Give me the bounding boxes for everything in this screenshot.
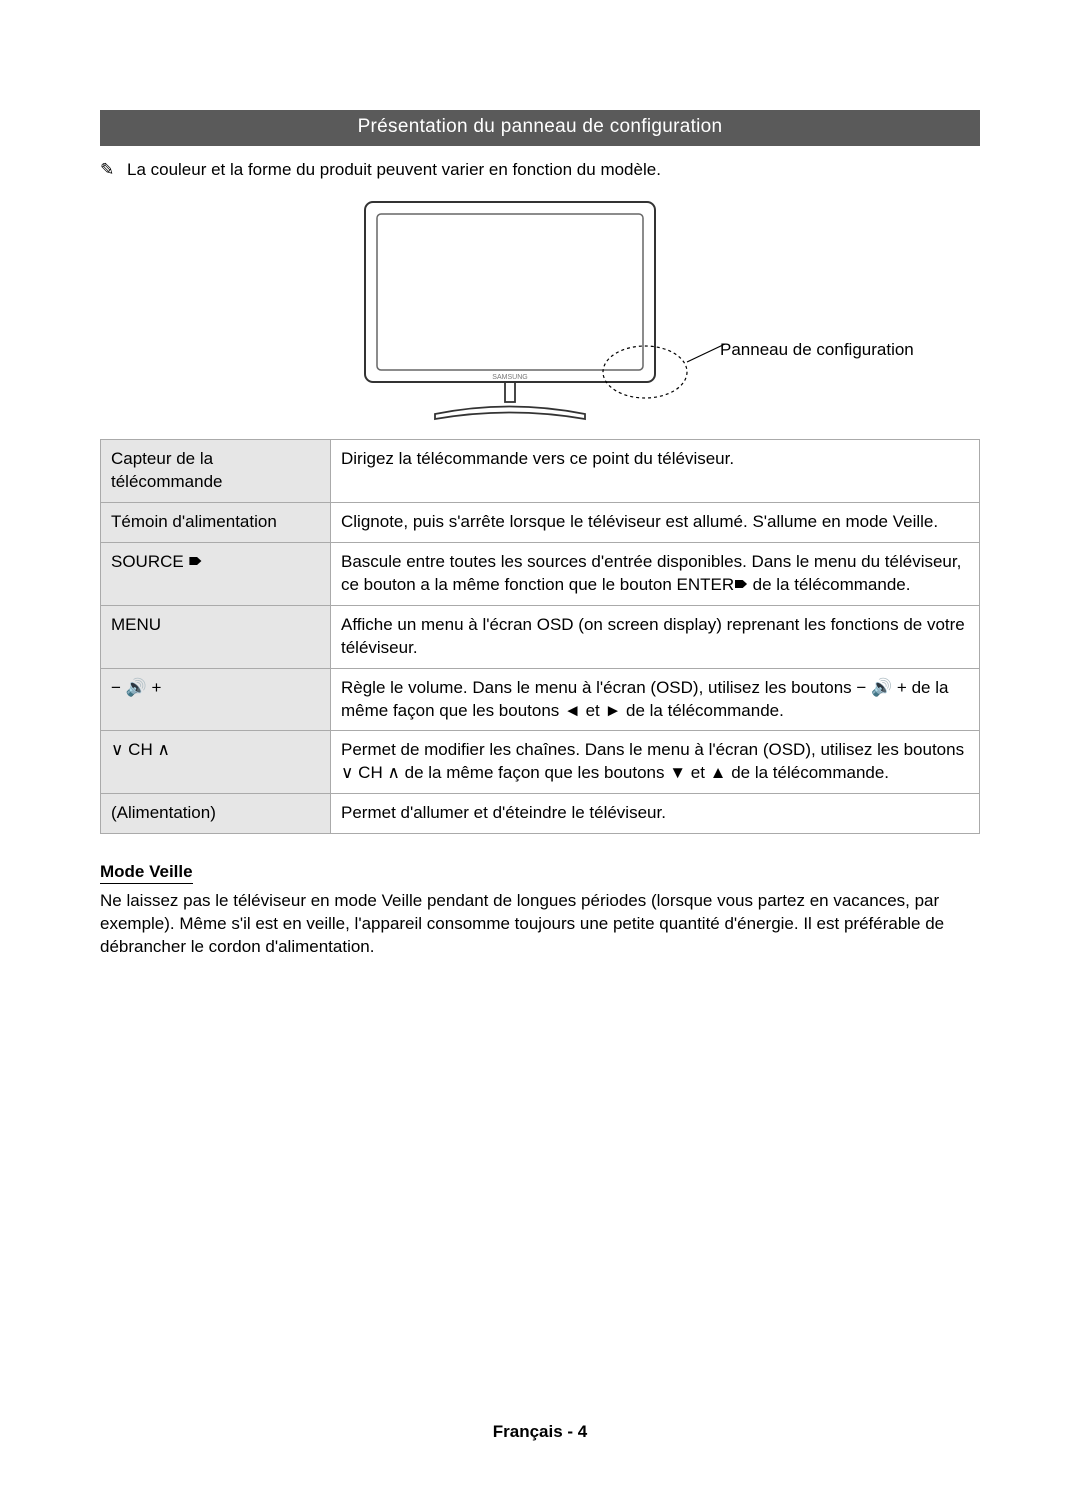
table-row: (Alimentation)Permet d'allumer et d'étei…: [101, 794, 980, 834]
note-text: La couleur et la forme du produit peuven…: [127, 160, 661, 179]
row-label: Témoin d'alimentation: [101, 502, 331, 542]
standby-heading: Mode Veille: [100, 862, 193, 884]
row-label: (Alimentation): [101, 794, 331, 834]
manual-page: Présentation du panneau de configuration…: [0, 0, 1080, 959]
footer-text: Français - 4: [493, 1422, 588, 1441]
row-label: SOURCE 🠶: [101, 542, 331, 605]
row-desc: Bascule entre toutes les sources d'entré…: [331, 542, 980, 605]
row-label: Capteur de la télécommande: [101, 440, 331, 503]
row-desc: Règle le volume. Dans le menu à l'écran …: [331, 668, 980, 731]
standby-body: Ne laissez pas le téléviseur en mode Vei…: [100, 890, 980, 959]
section-banner: Présentation du panneau de configuration: [100, 110, 980, 146]
row-label: − 🔊 +: [101, 668, 331, 731]
row-desc: Permet de modifier les chaînes. Dans le …: [331, 731, 980, 794]
row-desc: Clignote, puis s'arrête lorsque le télév…: [331, 502, 980, 542]
table-row: − 🔊 +Règle le volume. Dans le menu à l'é…: [101, 668, 980, 731]
row-label: ∨ CH ∧: [101, 731, 331, 794]
page-footer: Français - 4: [0, 1422, 1080, 1442]
row-desc: Dirigez la télécommande vers ce point du…: [331, 440, 980, 503]
table-row: MENUAffiche un menu à l'écran OSD (on sc…: [101, 605, 980, 668]
row-label: MENU: [101, 605, 331, 668]
callout-label: Panneau de configuration: [720, 340, 914, 360]
tv-figure: SAMSUNG Panneau de configuration: [100, 194, 980, 429]
table-row: SOURCE 🠶Bascule entre toutes les sources…: [101, 542, 980, 605]
row-desc: Permet d'allumer et d'éteindre le télévi…: [331, 794, 980, 834]
row-desc: Affiche un menu à l'écran OSD (on screen…: [331, 605, 980, 668]
table-row: ∨ CH ∧Permet de modifier les chaînes. Da…: [101, 731, 980, 794]
banner-title: Présentation du panneau de configuration: [358, 116, 723, 137]
brand-text: SAMSUNG: [492, 374, 527, 381]
tv-illustration: SAMSUNG: [355, 194, 725, 424]
table-row: Capteur de la télécommandeDirigez la tél…: [101, 440, 980, 503]
table-row: Témoin d'alimentationClignote, puis s'ar…: [101, 502, 980, 542]
config-table: Capteur de la télécommandeDirigez la tél…: [100, 439, 980, 834]
model-note: ✎ La couleur et la forme du produit peuv…: [100, 160, 980, 180]
pencil-icon: ✎: [100, 160, 114, 179]
